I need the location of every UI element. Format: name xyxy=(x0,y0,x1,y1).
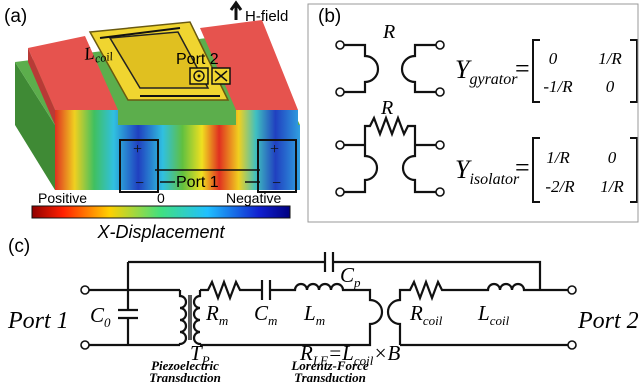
matrix-entry: 1/R xyxy=(546,148,570,167)
panel-border xyxy=(308,4,638,222)
terminal xyxy=(568,341,576,349)
matrix-entry: -1/R xyxy=(543,77,573,96)
text: isolator xyxy=(469,171,520,188)
colorbar xyxy=(32,206,290,218)
plus: + xyxy=(270,141,279,158)
component-label: Lcoil xyxy=(477,301,510,328)
terminal xyxy=(336,188,344,196)
text: C xyxy=(254,301,269,325)
port-label: Port 1 xyxy=(7,308,69,334)
isolator-symbol xyxy=(344,118,436,192)
panel-label: (b) xyxy=(318,6,341,27)
component-label: Cp xyxy=(340,263,361,290)
transformer-core xyxy=(189,295,191,340)
y-label: Yisolator xyxy=(455,155,520,188)
matrix-entry: 0 xyxy=(608,148,617,167)
text: 0 xyxy=(104,315,111,330)
text: m xyxy=(219,313,228,328)
text: L xyxy=(477,301,490,325)
gyrator-symbol xyxy=(344,45,436,92)
matrix-entry: -2/R xyxy=(545,177,575,196)
terminal xyxy=(336,141,344,149)
y-label: Ygyrator xyxy=(455,55,518,88)
caption: Transduction xyxy=(149,370,221,383)
text: m xyxy=(316,313,325,328)
component-label: Rcoil xyxy=(409,301,443,328)
resistor-label: R xyxy=(380,97,393,119)
text: m xyxy=(268,313,277,328)
wires xyxy=(89,252,540,345)
text: coil xyxy=(94,49,114,65)
panel-label: (c) xyxy=(8,236,30,257)
text: C xyxy=(340,263,355,287)
equals: = xyxy=(515,153,530,182)
component-label: C0 xyxy=(90,303,111,330)
text: gyrator xyxy=(469,71,518,88)
terminal xyxy=(336,88,344,96)
component-label: Cm xyxy=(254,301,277,328)
port-label: Port 2 xyxy=(176,51,219,68)
text: coil xyxy=(423,313,443,328)
caption: Transduction xyxy=(294,370,366,383)
colorbar-label: Positive xyxy=(38,190,87,206)
field-label: H-field xyxy=(245,8,288,25)
terminal xyxy=(436,141,444,149)
text: C xyxy=(90,303,105,327)
component-label: Rm xyxy=(205,301,228,328)
panel-a: (a) H-field Lcoil Port 2 Port 1 + − + − … xyxy=(4,3,300,242)
matrix-entry: 1/R xyxy=(600,177,624,196)
plus: + xyxy=(133,141,142,158)
terminal xyxy=(81,341,89,349)
equals: = xyxy=(515,54,530,83)
terminal xyxy=(81,286,89,294)
field-arrow xyxy=(231,3,241,20)
panel-label: (a) xyxy=(4,6,27,27)
matrix-entry: 0 xyxy=(606,77,615,96)
component-label: Lm xyxy=(303,301,325,328)
terminal xyxy=(336,41,344,49)
minus: − xyxy=(135,175,144,192)
matrix-entry: 1/R xyxy=(598,49,622,68)
port-label: Port 2 xyxy=(577,308,639,334)
text: L xyxy=(303,301,316,325)
colorbar-label: 0 xyxy=(157,190,165,206)
terminal xyxy=(436,88,444,96)
text: p xyxy=(353,275,361,290)
text: ×B xyxy=(373,341,400,365)
colorbar-label: Negative xyxy=(226,190,281,206)
red-bar-front xyxy=(236,110,298,125)
text: R xyxy=(409,301,423,325)
terminal xyxy=(436,41,444,49)
colorbar-title: X-Displacement xyxy=(96,222,225,242)
terminal xyxy=(568,286,576,294)
text: R xyxy=(205,301,219,325)
terminal xyxy=(436,188,444,196)
figure: (a) H-field Lcoil Port 2 Port 1 + − + − … xyxy=(0,0,642,383)
transformer xyxy=(180,290,200,345)
port-label: Port 1 xyxy=(176,174,219,191)
text: coil xyxy=(490,313,510,328)
panel-c: (c) Port 1 Port 2 C0 Rm Cm Lm Cp Rcoil L… xyxy=(7,236,639,383)
current-out xyxy=(198,75,201,78)
matrix-entry: 0 xyxy=(549,49,558,68)
red-bar-front xyxy=(55,110,118,125)
resistor-label: R xyxy=(382,21,395,43)
panel-b: (b) R Ygyrator = 0 1/R -1/R 0 R Yisolato… xyxy=(308,4,638,222)
